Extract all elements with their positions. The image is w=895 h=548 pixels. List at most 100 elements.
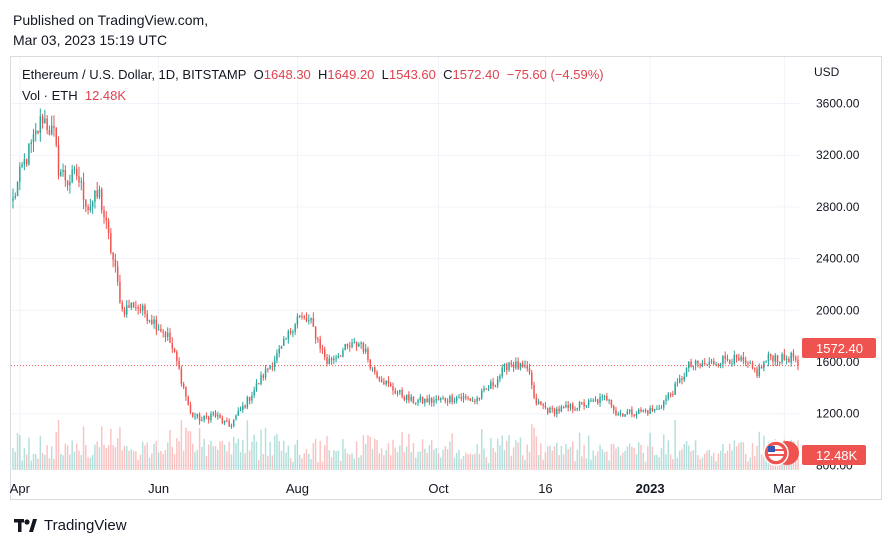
- candle-body: [480, 390, 483, 399]
- candle-body: [503, 363, 506, 368]
- volume-bar: [121, 450, 123, 470]
- volume-bar: [703, 453, 706, 470]
- candle-body: [126, 305, 128, 315]
- volume-bar: [223, 444, 226, 470]
- candle-body: [660, 407, 663, 409]
- candle-body: [253, 390, 255, 396]
- candle-body: [251, 395, 253, 401]
- volume-bar: [426, 452, 428, 470]
- candle-body: [21, 164, 23, 167]
- volume-bar: [358, 457, 360, 470]
- volume-bar: [499, 445, 501, 470]
- candle-body: [203, 415, 205, 421]
- volume-bar: [110, 428, 112, 470]
- volume-bar: [198, 427, 201, 470]
- volume-bar: [451, 433, 453, 470]
- volume-bar: [285, 452, 287, 470]
- volume-bar: [137, 459, 139, 470]
- last-price-badge: [802, 338, 876, 358]
- volume-bar: [449, 441, 451, 470]
- symbol-name[interactable]: Ethereum / U.S. Dollar, 1D, BITSTAMP: [22, 67, 247, 82]
- volume-bar: [107, 445, 110, 470]
- volume-bar: [674, 420, 676, 470]
- candle-body: [198, 414, 201, 422]
- volume-bar: [69, 454, 71, 470]
- candle-body: [378, 377, 381, 380]
- candle-body: [387, 380, 390, 384]
- volume-bar: [87, 457, 89, 470]
- candle-body: [48, 130, 51, 135]
- volume-bar: [344, 448, 346, 470]
- volume-bar: [546, 446, 549, 470]
- volume-bar: [157, 452, 160, 470]
- volume-bar: [96, 441, 98, 470]
- candle-body: [276, 353, 278, 361]
- volume-bar: [207, 444, 210, 470]
- candle-body: [305, 317, 308, 322]
- volume-bar: [367, 435, 369, 470]
- volume-bar: [385, 449, 387, 470]
- volume-bar: [405, 446, 408, 470]
- candle-body: [116, 266, 119, 282]
- volume-bar: [665, 454, 667, 470]
- candle-body: [139, 308, 142, 311]
- candle-body: [396, 392, 399, 394]
- volume-bar: [82, 426, 85, 470]
- candle-body: [314, 326, 317, 339]
- candle-body: [451, 396, 453, 403]
- volume-bar: [435, 447, 437, 470]
- volume-bar: [255, 441, 258, 470]
- volume-bar: [298, 454, 301, 470]
- volume-bar: [333, 450, 335, 470]
- candle-body: [362, 342, 365, 352]
- volume-bar: [16, 433, 19, 470]
- candle-body: [649, 408, 651, 414]
- volume-bar: [683, 443, 685, 470]
- volume-bar: [32, 453, 35, 470]
- candle-body: [474, 400, 476, 402]
- volume-label[interactable]: Vol · ETH: [22, 88, 78, 103]
- volume-bar: [512, 447, 515, 470]
- volume-bar: [501, 435, 503, 470]
- volume-bar: [708, 449, 710, 470]
- volume-bar: [544, 452, 547, 470]
- candle-body: [66, 180, 69, 186]
- candle-body: [57, 144, 60, 176]
- candle-body: [656, 408, 658, 410]
- volume-bar: [260, 429, 262, 470]
- candle-body: [747, 362, 749, 364]
- volume-bar: [733, 440, 736, 470]
- candle-body: [603, 396, 606, 398]
- price-tick-label: 2800.00: [816, 200, 860, 214]
- volume-bar: [558, 454, 560, 470]
- volume-bar: [185, 427, 187, 470]
- candle-body: [669, 393, 672, 395]
- volume-bar: [64, 443, 67, 470]
- volume-bar: [653, 454, 656, 470]
- candle-body: [754, 367, 756, 370]
- volume-bar: [103, 444, 105, 470]
- candle-body: [128, 305, 130, 308]
- volume-bar: [98, 447, 101, 470]
- last-price-label: 1572.40: [816, 341, 863, 356]
- volume-bar: [465, 452, 467, 470]
- volume-bar: [148, 457, 151, 470]
- volume-bar: [128, 450, 130, 470]
- volume-bar: [474, 453, 476, 470]
- volume-bar: [415, 457, 417, 470]
- candle-body: [717, 364, 720, 366]
- volume-bar: [581, 456, 583, 470]
- volume-bar: [35, 454, 37, 470]
- candle-body: [597, 399, 599, 404]
- candle-body: [626, 411, 629, 415]
- time-axis: Apr Jun Aug Oct 16 2023 Mar: [10, 481, 797, 496]
- volume-bar: [535, 436, 538, 470]
- volume-bar: [317, 462, 319, 470]
- candle-body: [46, 118, 48, 131]
- candle-body: [60, 171, 62, 176]
- volume-bar: [685, 441, 688, 470]
- candle-body: [237, 410, 239, 416]
- volume-bar: [203, 438, 205, 470]
- close-label: C: [443, 67, 453, 82]
